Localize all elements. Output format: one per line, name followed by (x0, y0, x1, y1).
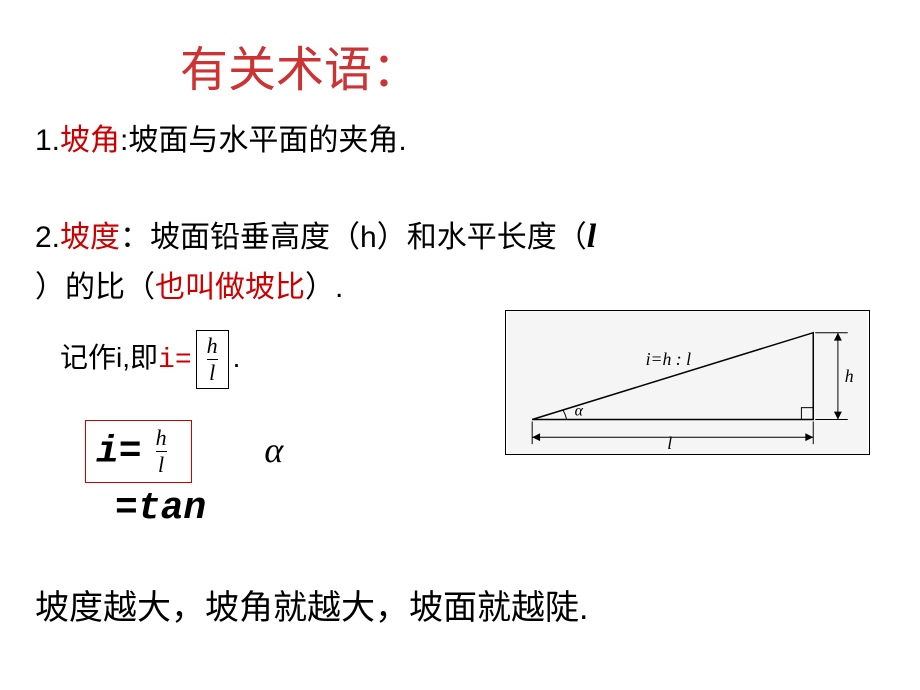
formula-i-eq: i= (96, 431, 142, 474)
triangle-diagram: α i=h : l h l (505, 310, 870, 455)
diagram-l: l (667, 433, 672, 453)
notation-frac: hl (196, 330, 229, 389)
def1-term: 坡角 (60, 124, 120, 157)
diagram-h: h (845, 366, 854, 386)
formula-frac-l: l (156, 452, 167, 476)
def2-num: 2. (35, 221, 60, 254)
def2-l: l (587, 218, 596, 255)
notation-eq: i= (158, 345, 192, 376)
title-colon: ： (372, 44, 420, 97)
section-title: 有关术语： (180, 30, 420, 100)
def1-num: 1. (35, 124, 60, 157)
formula-line1-wrap: i=hl α (85, 420, 283, 483)
def1-text: 坡面与水平面的夹角. (128, 124, 406, 157)
diagram-ratio: i=h : l (646, 349, 692, 369)
formula-frac: hl (146, 423, 177, 480)
formula-block: i=hl α =tan (85, 420, 283, 530)
formula-line1: i=hl (85, 420, 192, 483)
def2-red: 也叫做坡比 (155, 271, 305, 304)
notation-line: 记作i,即i=hl. (60, 330, 240, 389)
notation-frac-l: l (207, 360, 218, 384)
def2-text3: ）. (305, 271, 343, 304)
definition-2: 2.坡度：坡面铅垂高度（h）和水平长度（l ）的比（也叫做坡比）. (35, 210, 885, 312)
notation-post: . (233, 342, 241, 373)
title-text: 有关术语 (180, 44, 372, 97)
formula-frac-h: h (156, 427, 167, 452)
def2-term: 坡度 (60, 221, 120, 254)
formula-tan: =tan (115, 487, 283, 530)
notation-pre: 记作i,即 (60, 342, 158, 373)
diagram-alpha: α (575, 403, 584, 420)
def2-colon: ： (120, 221, 150, 254)
conclusion-text: 坡度越大，坡角就越大，坡面就越陡. (35, 580, 588, 629)
notation-frac-h: h (207, 335, 218, 360)
def2-text2: ）的比（ (35, 271, 155, 304)
def2-text1: 坡面铅垂高度（h）和水平长度（ (150, 221, 587, 254)
definition-1: 1.坡角:坡面与水平面的夹角. (35, 115, 407, 159)
formula-alpha: α (264, 430, 283, 470)
